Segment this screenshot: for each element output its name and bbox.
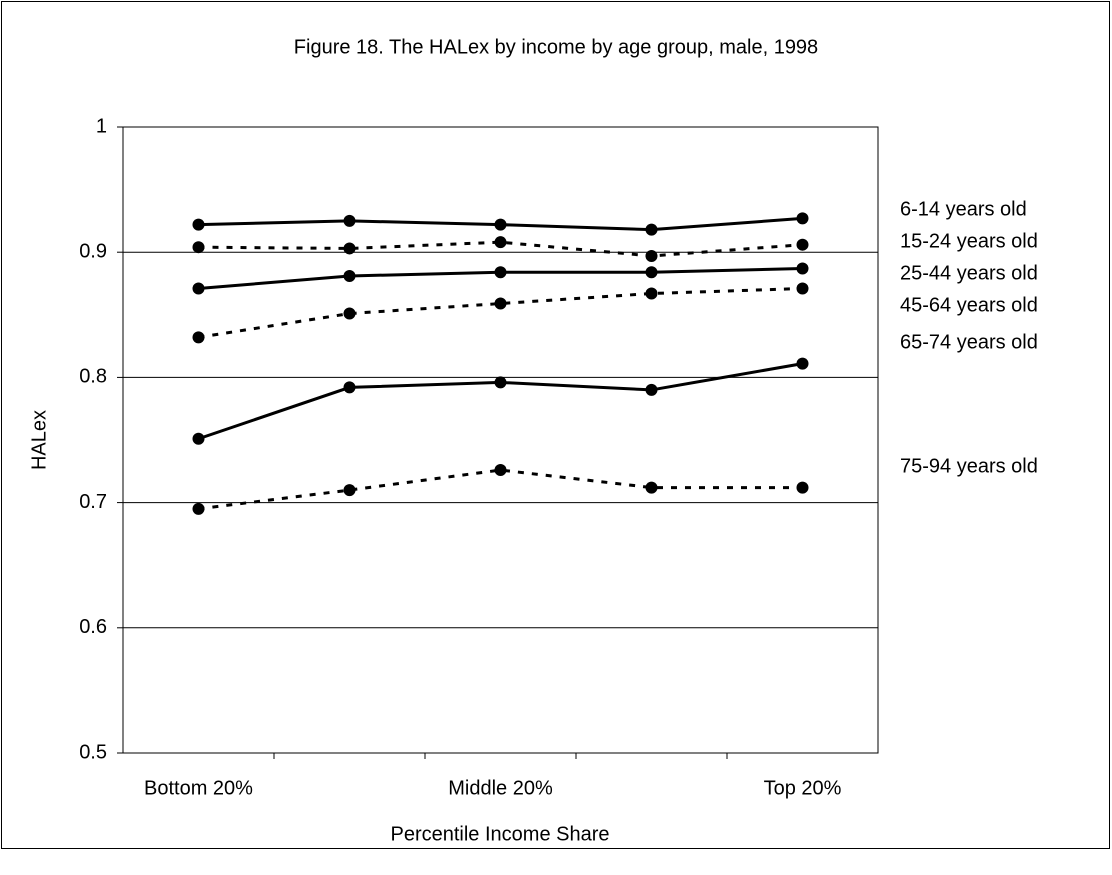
data-point bbox=[192, 331, 205, 344]
data-point bbox=[494, 297, 507, 310]
data-point bbox=[192, 241, 205, 254]
series-label: 45-64 years old bbox=[900, 294, 1038, 316]
data-point bbox=[796, 212, 809, 225]
data-point bbox=[645, 266, 658, 279]
data-point bbox=[192, 432, 205, 445]
data-point bbox=[494, 464, 507, 477]
data-point bbox=[494, 376, 507, 389]
series-line bbox=[198, 287, 803, 339]
chart-frame bbox=[1, 1, 1110, 849]
data-point bbox=[796, 238, 809, 251]
series-label: 65-74 years old bbox=[900, 331, 1038, 353]
data-point bbox=[494, 266, 507, 279]
series-label: 25-44 years old bbox=[900, 262, 1038, 284]
data-point bbox=[343, 484, 356, 497]
data-point bbox=[645, 249, 658, 262]
y-tick-label: 1 bbox=[96, 115, 107, 137]
series-label: 6-14 years old bbox=[900, 198, 1027, 220]
data-point bbox=[796, 262, 809, 275]
data-point bbox=[192, 282, 205, 295]
data-point bbox=[796, 282, 809, 295]
series-label: 15-24 years old bbox=[900, 230, 1038, 252]
data-point bbox=[343, 307, 356, 320]
y-tick-label: 0.7 bbox=[79, 491, 107, 513]
y-tick-label: 0.5 bbox=[79, 741, 107, 763]
x-tick-label: Middle 20% bbox=[448, 777, 553, 799]
x-axis-label: Percentile Income Share bbox=[390, 823, 609, 845]
data-point bbox=[343, 269, 356, 282]
data-point bbox=[645, 383, 658, 396]
plot-frame bbox=[122, 126, 879, 754]
series-label: 75-94 years old bbox=[900, 455, 1038, 477]
data-point bbox=[494, 218, 507, 231]
data-point bbox=[645, 223, 658, 236]
y-tick-label: 0.9 bbox=[79, 240, 107, 262]
x-tick-label: Bottom 20% bbox=[144, 777, 253, 799]
data-point bbox=[343, 242, 356, 255]
y-tick-label: 0.6 bbox=[79, 616, 107, 638]
data-point bbox=[343, 381, 356, 394]
data-point bbox=[645, 287, 658, 300]
y-tick-label: 0.8 bbox=[79, 366, 107, 388]
data-point bbox=[192, 502, 205, 515]
data-point bbox=[192, 218, 205, 231]
series-line bbox=[198, 468, 803, 511]
chart-title: Figure 18. The HALex by income by age gr… bbox=[294, 36, 818, 58]
data-point bbox=[645, 481, 658, 494]
data-point bbox=[796, 357, 809, 370]
y-axis-label: HALex bbox=[28, 410, 50, 470]
data-point bbox=[796, 481, 809, 494]
series-line bbox=[198, 240, 803, 258]
x-tick-label: Top 20% bbox=[764, 777, 842, 799]
data-point bbox=[343, 214, 356, 227]
data-point bbox=[494, 236, 507, 249]
